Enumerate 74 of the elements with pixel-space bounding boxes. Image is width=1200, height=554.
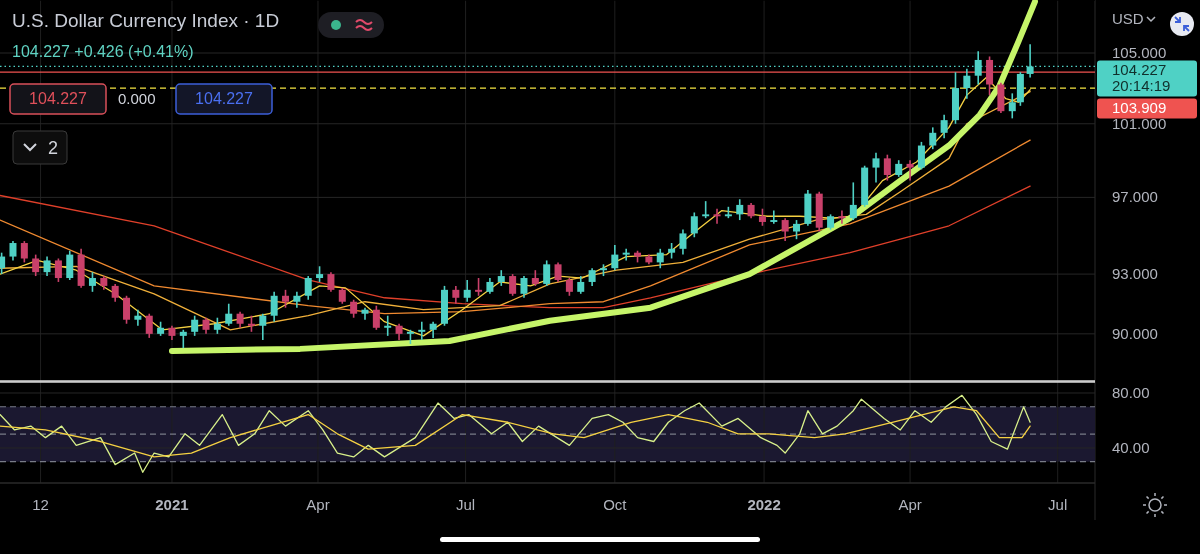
candlestick <box>304 275 312 301</box>
candlestick <box>32 253 40 277</box>
x-tick-label: 2022 <box>747 496 781 513</box>
candlestick <box>736 198 744 221</box>
x-tick-label: Oct <box>603 496 628 513</box>
line-series <box>0 139 1031 315</box>
candlestick <box>259 312 267 341</box>
candlestick <box>622 248 630 262</box>
candlestick <box>838 209 846 225</box>
ref-line-label: 104.227 <box>1112 61 1167 79</box>
text: USD <box>1112 10 1144 27</box>
candlestick <box>872 152 880 184</box>
candlestick <box>883 153 891 182</box>
candlestick <box>9 240 17 262</box>
text: U.S. Dollar Currency Index · 1D <box>12 10 280 31</box>
candlestick <box>940 113 948 140</box>
y-tick-label: 97.000 <box>1112 188 1158 206</box>
candlestick <box>179 328 187 349</box>
ref-line-label: 103.909 <box>1112 99 1167 117</box>
candlestick <box>509 273 517 297</box>
y-tick-label: 101.000 <box>1112 114 1167 132</box>
annotation: 0.000 <box>118 90 156 107</box>
candlestick <box>713 207 721 225</box>
candlestick <box>418 320 426 341</box>
candlestick <box>679 228 687 256</box>
candlestick <box>372 304 380 331</box>
candlestick <box>43 255 51 277</box>
candlestick <box>134 308 142 327</box>
candlestick <box>66 249 74 281</box>
candlestick <box>88 271 96 293</box>
candlestick <box>270 291 278 323</box>
x-tick-label: Jul <box>1048 496 1068 513</box>
annotation: 2 <box>48 138 59 158</box>
candlestick <box>849 181 857 221</box>
x-tick-label: Jul <box>455 496 476 513</box>
annotation: 104.227 <box>195 90 254 107</box>
candlestick <box>929 126 937 150</box>
y-tick-label: 40.00 <box>1112 438 1150 456</box>
candlestick <box>781 217 789 242</box>
x-tick-label: Apr <box>306 496 330 513</box>
candlestick <box>191 314 199 337</box>
candlestick <box>20 240 28 264</box>
y-tick-label: 93.000 <box>1112 265 1158 283</box>
candlestick <box>145 312 153 339</box>
candlestick <box>793 219 801 240</box>
candlestick <box>917 141 925 171</box>
x-tick-label: Apr <box>898 496 922 513</box>
y-tick-label: 80.00 <box>1112 383 1150 401</box>
candlestick <box>1008 92 1016 120</box>
candlestick <box>963 67 971 100</box>
candlestick <box>0 251 6 275</box>
line-series <box>0 185 1031 309</box>
y-tick-label: 90.000 <box>1112 324 1158 342</box>
candlestick <box>54 257 62 283</box>
candlestick <box>656 248 664 270</box>
x-tick-label: 2021 <box>155 496 189 513</box>
candlestick <box>225 302 233 327</box>
candlestick <box>906 159 914 182</box>
candlestick <box>611 244 619 271</box>
candlestick <box>543 259 551 287</box>
candlestick <box>123 294 131 325</box>
candlestick <box>520 275 528 299</box>
annotation: 104.227 <box>29 90 88 107</box>
candlestick <box>554 261 562 283</box>
annotation: 104.227 +0.426 (+0.41%) <box>12 43 194 60</box>
candlestick <box>327 271 335 293</box>
candlestick <box>384 314 392 337</box>
candlestick <box>770 209 778 225</box>
text: 20:14:19 <box>1112 77 1171 95</box>
y-tick-label: 105.000 <box>1112 44 1167 62</box>
x-tick-label: 12 <box>32 496 49 513</box>
candlestick <box>690 211 698 239</box>
candlestick <box>463 279 471 303</box>
line-series <box>0 394 1031 473</box>
